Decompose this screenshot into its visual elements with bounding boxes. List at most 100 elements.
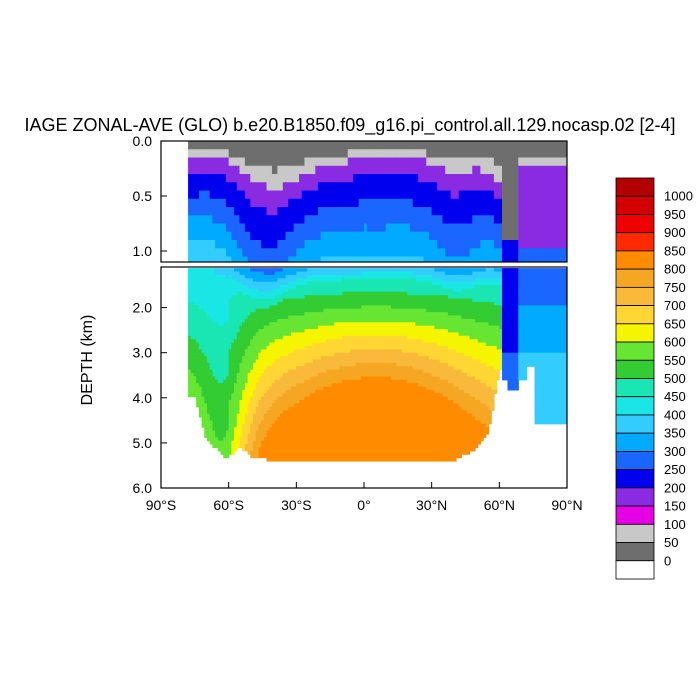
age-cell (515, 198, 519, 208)
age-cell (225, 410, 230, 415)
age-cell (255, 301, 260, 306)
age-cell (293, 406, 297, 411)
age-cell (263, 349, 268, 354)
age-cell (244, 231, 249, 241)
age-cell (374, 198, 379, 208)
age-cell (188, 182, 192, 192)
age-cell (326, 379, 330, 384)
age-cell (212, 352, 216, 357)
age-cell (207, 248, 211, 258)
age-cell (277, 278, 281, 283)
age-cell (290, 298, 295, 303)
age-cell (204, 268, 208, 273)
age-cell (253, 366, 257, 371)
age-cell (244, 291, 249, 296)
age-cell (323, 416, 327, 421)
age-cell (309, 420, 314, 425)
age-cell (315, 359, 319, 364)
age-cell (382, 149, 387, 159)
age-cell (312, 383, 316, 388)
age-cell (358, 223, 362, 233)
age-cell (304, 416, 308, 421)
age-cell (307, 352, 311, 357)
age-cell (328, 376, 333, 381)
age-cell (410, 198, 414, 208)
age-cell (301, 318, 306, 323)
age-cell (331, 369, 335, 374)
age-cell (207, 403, 211, 408)
age-cell (258, 312, 262, 317)
age-cell (236, 271, 241, 276)
age-cell (301, 369, 306, 374)
age-cell (220, 386, 224, 391)
age-cell (231, 433, 235, 438)
age-cell (304, 295, 308, 300)
age-cell (288, 315, 292, 320)
age-cell (261, 430, 265, 435)
age-cell (431, 182, 435, 192)
age-cell (247, 141, 251, 150)
age-cell (293, 207, 297, 216)
age-cell (215, 332, 219, 337)
age-cell (258, 198, 262, 208)
age-cell (253, 141, 257, 150)
age-cell (261, 298, 265, 303)
age-cell (269, 198, 273, 208)
age-cell (469, 248, 473, 258)
age-cell (299, 198, 303, 208)
age-cell (312, 376, 316, 381)
age-cell (380, 207, 384, 216)
age-cell (328, 157, 333, 167)
age-cell (366, 165, 371, 175)
age-cell (247, 376, 251, 381)
age-cell (301, 372, 306, 377)
age-cell (269, 454, 273, 459)
age-cell (299, 305, 303, 310)
age-cell (382, 182, 387, 192)
age-cell (456, 165, 460, 175)
age-cell (534, 256, 538, 262)
age-cell (317, 454, 322, 459)
age-cell (244, 362, 249, 367)
age-cell (418, 182, 422, 192)
age-cell (301, 427, 306, 432)
age-cell (474, 157, 479, 167)
age-cell (280, 447, 284, 452)
age-cell (204, 312, 208, 317)
age-cell (315, 305, 319, 310)
age-cell (326, 231, 330, 241)
age-cell (315, 240, 319, 249)
age-cell (307, 335, 311, 340)
age-cell (234, 149, 238, 159)
age-cell (288, 413, 292, 418)
age-cell (556, 141, 560, 150)
age-cell (282, 301, 287, 306)
age-cell (220, 165, 224, 175)
age-cell (307, 369, 311, 374)
age-cell (198, 396, 203, 401)
age-cell (545, 190, 549, 200)
age-cell (266, 427, 270, 432)
age-cell (266, 271, 270, 276)
age-cell (542, 149, 546, 159)
age-cell (228, 379, 232, 384)
age-cell (309, 433, 314, 438)
age-cell (288, 359, 292, 364)
age-cell (209, 389, 214, 394)
age-cell (223, 332, 227, 337)
age-cell (282, 274, 287, 279)
age-cell (277, 383, 281, 388)
age-cell (464, 198, 468, 208)
age-cell (225, 278, 230, 283)
age-cell (301, 278, 306, 283)
age-cell (193, 315, 197, 320)
age-cell (507, 256, 511, 262)
age-cell (315, 315, 319, 320)
age-cell (472, 207, 476, 216)
age-cell (217, 389, 222, 394)
age-cell (253, 215, 257, 225)
age-cell (280, 427, 284, 432)
age-cell (274, 231, 278, 241)
age-cell (201, 325, 205, 330)
